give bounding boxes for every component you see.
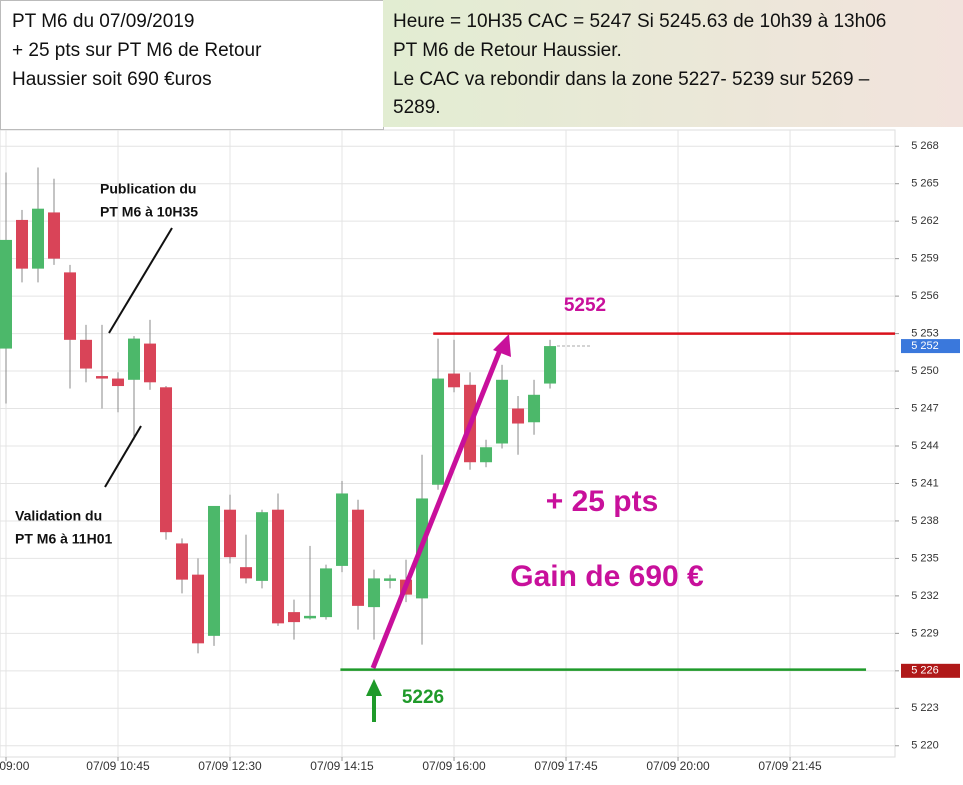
header-text: + 25 pts sur PT M6 de Retour — [12, 40, 262, 61]
candles — [0, 167, 557, 654]
y-tick-label: 5 256 — [911, 290, 939, 302]
price-tag — [901, 663, 960, 678]
y-tick-label: 5 244 — [911, 440, 939, 452]
candle-body — [480, 447, 493, 463]
grid — [0, 130, 895, 757]
candle-body — [496, 379, 509, 444]
annotation: 5252 — [564, 295, 606, 316]
x-tick-label: 07/09 14:15 — [310, 759, 374, 773]
x-tick-label: 07/09 16:00 — [422, 759, 486, 773]
x-tick-label: 07/09 12:30 — [198, 759, 262, 773]
candle-body — [304, 615, 317, 619]
candle-body — [144, 343, 157, 383]
gain-arrow — [370, 349, 503, 669]
y-tick-label: 5 265 — [911, 178, 939, 190]
candle-body — [240, 567, 253, 579]
candle-body — [448, 373, 461, 388]
candle-body — [224, 509, 237, 558]
annotation: 5226 — [402, 687, 444, 708]
y-tick-label: 5 259 — [911, 253, 939, 265]
candle-body — [512, 408, 525, 424]
candle-body — [80, 339, 93, 369]
y-tick-label: 5 262 — [911, 215, 939, 227]
annotation: PT M6 à 10H35 — [100, 204, 198, 220]
candle-body — [272, 509, 285, 624]
annotation: Publication du — [100, 181, 196, 197]
annotation: PT M6 à 11H01 — [15, 531, 112, 547]
header-text: PT M6 de Retour Haussier. — [393, 40, 622, 61]
candle-body — [544, 346, 557, 384]
x-tick-label: 07/09 17:45 — [534, 759, 598, 773]
header-text: 5289. — [393, 97, 441, 118]
y-tick-label: 5 253 — [911, 327, 939, 339]
axes: 5 220 5 223 5 226 5 229 5 232 5 235 5 238 5 241… — [0, 140, 960, 773]
price-tag — [901, 339, 960, 354]
candle-body — [160, 387, 173, 533]
candle-body — [352, 509, 365, 606]
x-tick-label: 09 09:00 — [0, 759, 30, 773]
header-text: Le CAC va rebondir dans la zone 5227- 52… — [393, 69, 870, 90]
candle-body — [256, 512, 269, 581]
price-tag-label: 5 252 — [911, 340, 939, 352]
header-text: Heure = 10H35 CAC = 5247 Si 5245.63 de 1… — [393, 11, 886, 32]
candle-body — [32, 208, 45, 269]
candle-body — [176, 543, 189, 580]
candle-body — [64, 272, 77, 340]
gain-arrow-head — [493, 334, 511, 357]
annotation: + 25 pts — [546, 485, 659, 518]
x-tick-label: 07/09 10:45 — [86, 759, 150, 773]
candle-body — [192, 574, 205, 644]
x-tick-label: 07/09 20:00 — [646, 759, 710, 773]
annotation: Gain de 690 € — [510, 560, 704, 593]
pointer-line — [104, 425, 142, 488]
candle-body — [528, 394, 541, 423]
y-tick-label: 5 229 — [911, 627, 939, 639]
candle-body — [320, 568, 333, 618]
x-tick-label: 07/09 21:45 — [758, 759, 822, 773]
y-tick-label: 5 250 — [911, 365, 939, 377]
header-right-box — [383, 0, 963, 127]
y-tick-label: 5 247 — [911, 402, 939, 414]
levels — [340, 332, 895, 671]
price-tag-label: 5 226 — [911, 665, 939, 677]
candle-body — [16, 219, 29, 269]
candle-body — [128, 338, 141, 380]
header-left-box — [0, 0, 384, 130]
y-tick-label: 5 238 — [911, 515, 939, 527]
y-tick-label: 5 241 — [911, 477, 939, 489]
candle-body — [48, 212, 61, 259]
entry-arrow-head — [366, 679, 382, 696]
plot-area — [0, 129, 896, 758]
y-tick-label: 5 223 — [911, 702, 939, 714]
candle-body — [0, 239, 13, 349]
candle-body — [208, 505, 221, 636]
candle-body — [112, 378, 125, 387]
candle-body — [96, 376, 109, 379]
header-text: Haussier soit 690 €uros — [12, 69, 212, 90]
candle-body — [336, 493, 349, 566]
candle-body — [384, 578, 397, 581]
candle-body — [432, 378, 445, 485]
y-tick-label: 5 235 — [911, 552, 939, 564]
candle-body — [288, 612, 301, 623]
candle-body — [368, 578, 381, 608]
y-tick-label: 5 232 — [911, 590, 939, 602]
header-text: PT M6 du 07/09/2019 — [12, 11, 194, 32]
y-tick-label: 5 220 — [911, 740, 939, 752]
pointer-line — [108, 227, 173, 334]
annotation: Validation du — [15, 508, 102, 524]
y-tick-label: 5 268 — [911, 140, 939, 152]
